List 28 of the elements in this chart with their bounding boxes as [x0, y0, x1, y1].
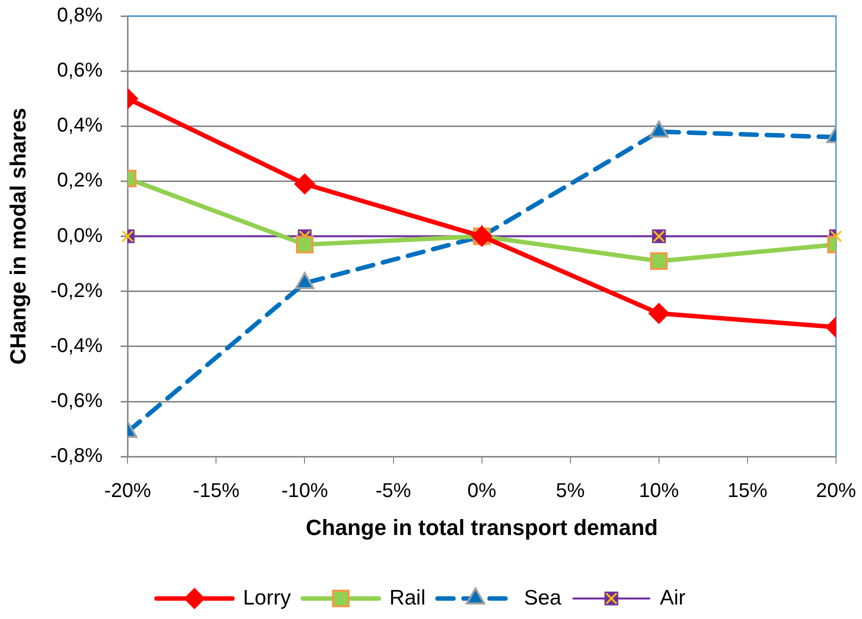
y-tick-label: -0,6%: [50, 390, 103, 412]
legend-label: Air: [660, 586, 686, 610]
legend-label: Lorry: [242, 586, 292, 610]
x-tick-label: 20%: [816, 480, 856, 502]
x-axis-title: Change in total transport demand: [306, 514, 658, 540]
x-tick-label: 5%: [556, 480, 586, 502]
x-tick-label: -10%: [281, 480, 328, 502]
x-tick-label: 15%: [727, 480, 768, 502]
legend-label: Rail: [389, 586, 426, 610]
y-axis-title: CHange in modal shares: [5, 108, 30, 365]
y-tick-label: 0,8%: [57, 4, 103, 27]
y-tick-label: 0,0%: [57, 224, 103, 247]
point: [648, 302, 670, 324]
x-tick-label: 10%: [638, 480, 680, 502]
y-tick-label: 0,2%: [57, 170, 103, 192]
point: [650, 252, 668, 270]
y-tick-label: -0,4%: [50, 334, 103, 357]
y-tick-label: -0,8%: [50, 445, 103, 468]
legend-label: Sea: [524, 586, 562, 610]
y-tick-label: 0,6%: [57, 60, 103, 82]
x-tick-label: -15%: [192, 480, 240, 502]
y-tick-label: -0,2%: [50, 280, 103, 302]
x-tick-label: -5%: [375, 480, 412, 502]
x-tick-label: 0%: [467, 480, 496, 502]
point: [296, 236, 314, 254]
point: [294, 173, 316, 194]
y-tick-label: 0,4%: [57, 114, 103, 137]
x-tick-label: -20%: [104, 480, 152, 502]
